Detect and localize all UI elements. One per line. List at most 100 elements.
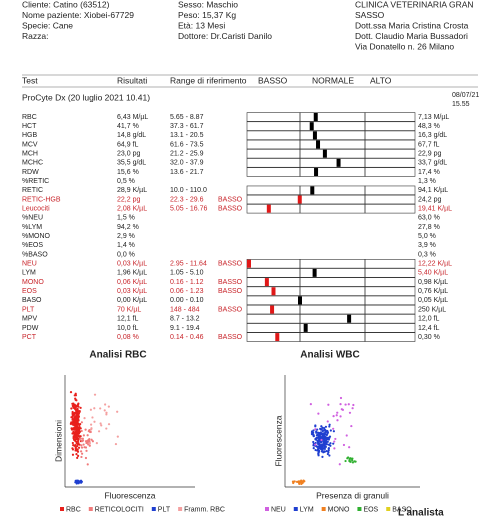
scatter-dot <box>75 437 78 440</box>
scatter-dot <box>323 450 326 453</box>
scatter-dot <box>323 427 326 430</box>
scatter-dot <box>76 456 79 459</box>
scatter-dot <box>329 444 332 447</box>
range-cell <box>299 148 366 159</box>
marker <box>303 323 308 332</box>
scatter-dot <box>322 437 325 441</box>
scatter-dot <box>328 425 331 428</box>
scatter-dot <box>86 434 89 437</box>
scatter-dot <box>314 424 317 427</box>
previous: 12,0 fL <box>418 316 440 323</box>
scatter-dot <box>99 407 102 410</box>
scatter-dot <box>75 424 78 427</box>
range-cell <box>246 121 301 131</box>
marker <box>312 268 317 277</box>
scatter-dot <box>348 459 351 462</box>
scatter-dot <box>72 438 76 441</box>
result: 2,08 K/µL <box>117 206 147 213</box>
range-cell <box>246 314 301 324</box>
scatter-dot <box>88 439 91 443</box>
column-header: NORMALE <box>312 75 354 85</box>
scatter-dot <box>99 422 102 425</box>
result: 0,06 K/µL <box>117 279 147 286</box>
scatter-dot <box>75 435 78 438</box>
scatter-dot <box>74 449 77 452</box>
range-cell <box>364 314 416 324</box>
scatter-dot <box>351 459 354 462</box>
header-line: Dottore: Dr.Caristi Danilo <box>178 31 272 41</box>
scatter-dot <box>333 440 336 443</box>
range: 1.05 - 5.10 <box>170 270 204 277</box>
test-name: MCHC <box>22 160 43 167</box>
test-name: MPV <box>22 316 38 323</box>
scatter-dot <box>312 431 315 434</box>
legend-label: EOS <box>363 506 378 513</box>
scatter-dot <box>348 411 352 414</box>
range: 61.6 - 73.5 <box>170 141 204 148</box>
scatter-dot <box>74 432 78 435</box>
flag: BASSO <box>218 279 243 286</box>
range-cell <box>299 204 366 214</box>
test-name: MONO <box>22 279 44 286</box>
marker <box>298 296 302 305</box>
scatter-dot <box>321 446 324 450</box>
legend-label: NEU <box>271 506 286 513</box>
result: 64,9 fL <box>117 141 139 148</box>
legend-label: LYM <box>300 506 314 513</box>
range-cell <box>299 268 366 278</box>
result: 0,5 % <box>117 178 135 185</box>
previous: 16,3 g/dL <box>418 132 447 139</box>
scatter-dot <box>328 423 331 426</box>
scatter-dot <box>344 459 347 463</box>
test-name: RDW <box>22 169 39 176</box>
scatter-dot <box>70 407 73 410</box>
scatter-dot <box>77 435 80 438</box>
legend-label: PLT <box>158 506 171 513</box>
range: 8.7 - 13.2 <box>170 316 200 323</box>
scatter-dot <box>104 403 107 406</box>
result: 35,5 g/dL <box>117 160 146 167</box>
result: 22,2 pg <box>117 196 140 203</box>
marker <box>313 113 318 121</box>
scatter-dot <box>116 410 119 413</box>
range: 10.0 - 110.0 <box>170 187 207 194</box>
result: 1,4 % <box>117 242 135 249</box>
previous: 0,05 K/µL <box>418 297 448 304</box>
header-line: Razza: <box>22 31 48 41</box>
scatter-dot <box>73 427 76 430</box>
range-cell <box>364 121 416 131</box>
scatter-dot <box>322 435 325 438</box>
range-cell <box>299 185 366 196</box>
scatter-dot <box>80 421 83 424</box>
marker <box>322 149 327 158</box>
scatter-dot <box>73 394 76 397</box>
previous: 24,2 pg <box>418 196 441 203</box>
previous: 1,3 % <box>418 178 436 185</box>
flag: BASSO <box>218 306 243 313</box>
scatter-dot <box>105 427 108 430</box>
scatter-dot <box>338 463 341 466</box>
scatter-dot <box>332 442 335 445</box>
scatter-dot <box>81 452 84 455</box>
range-cell <box>364 130 416 141</box>
scatter-dot <box>320 428 323 431</box>
scatter-dot <box>79 427 82 430</box>
range-cell <box>364 185 416 196</box>
range-cell <box>246 277 301 287</box>
range-cell <box>364 304 416 315</box>
scatter-dot <box>76 427 79 430</box>
scatter-dot <box>76 415 79 418</box>
scatter-dot <box>333 447 336 450</box>
previous: 5,40 K/µL <box>418 270 448 277</box>
result: 1,5 % <box>117 215 135 222</box>
column-header: Risultati <box>117 75 147 85</box>
range-cell <box>246 268 301 278</box>
y-axis-label: Fluorescenza <box>273 415 283 466</box>
range-cell <box>246 130 301 141</box>
chart-title: Analisi RBC <box>89 350 146 361</box>
legend-swatch <box>88 507 93 511</box>
scatter-dot <box>298 482 301 486</box>
scatter-dot <box>80 446 84 449</box>
result: 10,0 fL <box>117 325 139 332</box>
scatter-dot <box>95 442 98 445</box>
